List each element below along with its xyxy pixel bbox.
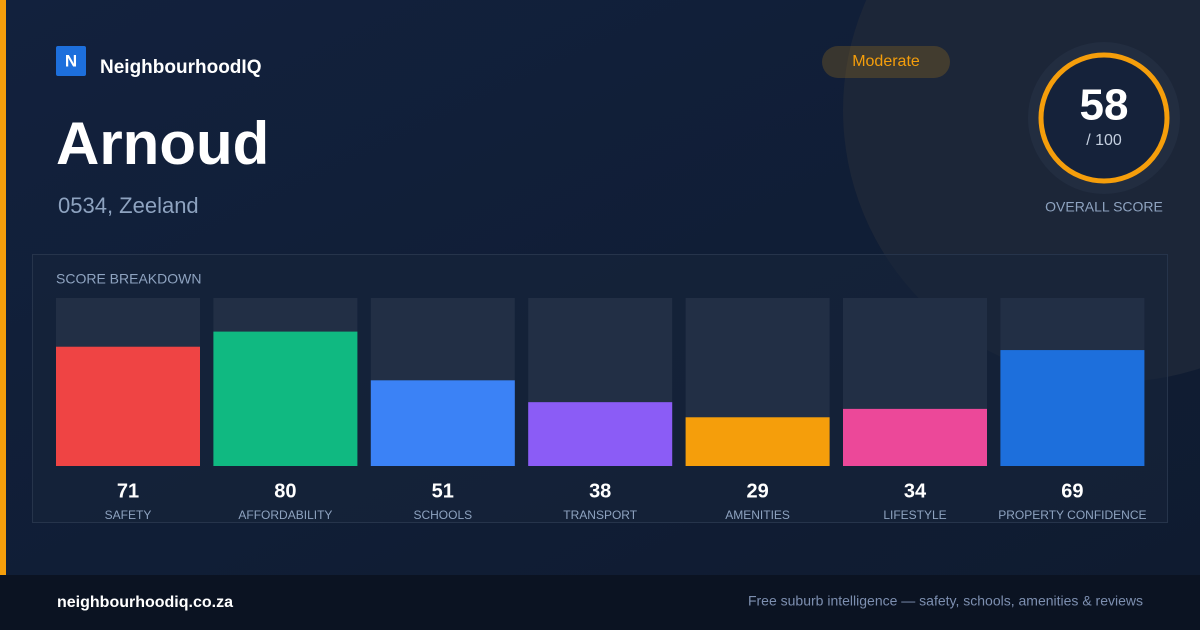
bar — [370, 380, 515, 466]
category-label: TRANSPORT — [563, 508, 637, 522]
bar — [213, 331, 358, 466]
value-label: 80 — [274, 480, 296, 502]
value-label: 69 — [1061, 480, 1083, 502]
brand: NeighbourhoodIQ — [100, 57, 261, 78]
footer — [0, 575, 1200, 630]
logo — [56, 46, 86, 76]
bar — [685, 417, 830, 466]
suburb-title: Arnoud — [56, 110, 269, 177]
value-label: 71 — [117, 480, 139, 502]
bar — [528, 402, 673, 466]
bar-chart: 71 SAFETY 80 AFFORDABILITY 51 SCHOOLS 38 TRANSP… — [56, 298, 1147, 522]
bar — [843, 408, 987, 466]
score-ring — [1038, 52, 1170, 184]
logo-letter: N — [65, 51, 77, 70]
value-label: 29 — [746, 480, 768, 502]
rating: Moderate — [852, 53, 920, 70]
overall-label: OVERALL SCORE — [1045, 199, 1163, 215]
rating-pill — [822, 46, 950, 78]
category-label: SAFETY — [105, 508, 152, 522]
footer-tagline: Free suburb intelligence — safety, schoo… — [748, 593, 1143, 609]
accent-stripe — [0, 0, 6, 575]
category-label: AMENITIES — [725, 508, 790, 522]
bar — [56, 346, 200, 466]
value-label: 34 — [904, 480, 927, 502]
value-label: 51 — [432, 480, 454, 502]
overall-score: 58 — [1080, 81, 1129, 130]
category-label: SCHOOLS — [413, 508, 472, 522]
overall-out-of: / 100 — [1086, 132, 1122, 149]
category-label: LIFESTYLE — [883, 508, 946, 522]
category-label: PROPERTY CONFIDENCE — [998, 508, 1146, 522]
bar — [1000, 350, 1145, 466]
breakdown-title: SCORE BREAKDOWN — [56, 271, 201, 287]
category-label: AFFORDABILITY — [238, 508, 332, 522]
value-label: 38 — [589, 480, 611, 502]
location: 0534, Zeeland — [58, 193, 199, 218]
footer-site: neighbourhoodiq.co.za — [57, 594, 233, 611]
